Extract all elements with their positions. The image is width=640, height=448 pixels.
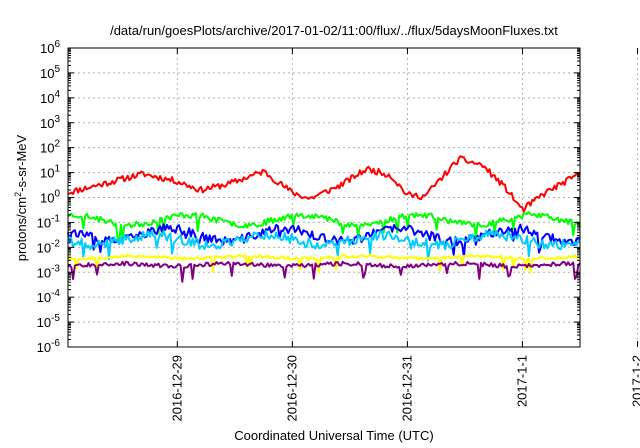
series-group (67, 155, 581, 283)
series-line-4 (67, 229, 581, 262)
y-tick-exponent: 4 (54, 89, 60, 100)
y-tick-label: 10-1 (37, 213, 61, 230)
y-tick-label: 102 (40, 139, 60, 156)
y-tick-base: 10 (37, 340, 51, 355)
y-tick-exponent: 2 (54, 139, 60, 150)
y-tick-base: 10 (37, 240, 51, 255)
y-axis-label-rest: -s-sr-MeV (14, 134, 29, 191)
series-line-2 (67, 211, 581, 242)
y-axis-label-exponent: 2 (13, 192, 23, 197)
x-axis-ticks: 2016-12-29 2016-12-30 2016-12-31 2017-1-1 20… (169, 48, 640, 422)
y-tick-exponent: 1 (54, 164, 60, 175)
y-tick-base: 10 (40, 141, 54, 156)
y-tick-base: 10 (40, 191, 54, 206)
y-tick-exponent: -1 (51, 213, 60, 224)
y-tick-exponent: 6 (54, 39, 60, 50)
series-line-3 (67, 223, 581, 258)
y-tick-base: 10 (40, 66, 54, 81)
y-tick-exponent: -2 (51, 238, 60, 249)
y-tick-label: 104 (40, 89, 60, 106)
y-tick-base: 10 (40, 166, 54, 181)
y-tick-base: 10 (40, 116, 54, 131)
y-tick-label: 10-6 (37, 338, 61, 355)
y-axis-label: protons/cm2-s-sr-MeV (13, 134, 29, 261)
y-tick-exponent: -5 (51, 313, 60, 324)
y-tick-label: 100 (40, 189, 60, 206)
series-line-6 (67, 260, 581, 283)
grid-lines (68, 48, 639, 347)
y-tick-exponent: -3 (51, 263, 60, 274)
y-tick-exponent: 3 (54, 114, 60, 125)
y-axis-ticks: 10-610-510-410-310-210-11001011021031041… (37, 39, 580, 355)
y-tick-label: 10-2 (37, 238, 61, 255)
series-line-1 (67, 155, 581, 213)
x-axis-label: Coordinated Universal Time (UTC) (234, 428, 433, 443)
x-tick-label: 2016-12-29 (169, 355, 184, 422)
y-tick-base: 10 (37, 215, 51, 230)
y-tick-base: 10 (37, 290, 51, 305)
y-tick-base: 10 (40, 41, 54, 56)
series-line-5 (67, 253, 581, 274)
y-tick-exponent: 5 (54, 64, 60, 75)
y-tick-exponent: -6 (51, 338, 60, 349)
x-tick-label: 2017-1-1 (514, 355, 529, 407)
y-tick-label: 103 (40, 114, 60, 131)
y-axis-label-unit: protons/cm (14, 197, 29, 261)
x-tick-label: 2017-1-2 (630, 355, 640, 407)
y-tick-label: 101 (40, 164, 60, 181)
chart-title: /data/run/goesPlots/archive/2017-01-02/1… (110, 23, 558, 38)
y-tick-exponent: -4 (51, 288, 60, 299)
y-tick-base: 10 (40, 91, 54, 106)
y-tick-label: 106 (40, 39, 60, 56)
y-tick-label: 10-5 (37, 313, 61, 330)
y-tick-label: 10-3 (37, 263, 61, 280)
y-tick-label: 10-4 (37, 288, 61, 305)
y-tick-label: 105 (40, 64, 60, 81)
x-tick-label: 2016-12-31 (399, 355, 414, 422)
y-tick-base: 10 (37, 315, 51, 330)
x-tick-label: 2016-12-30 (284, 355, 299, 422)
y-tick-exponent: 0 (54, 189, 60, 200)
y-tick-base: 10 (37, 265, 51, 280)
